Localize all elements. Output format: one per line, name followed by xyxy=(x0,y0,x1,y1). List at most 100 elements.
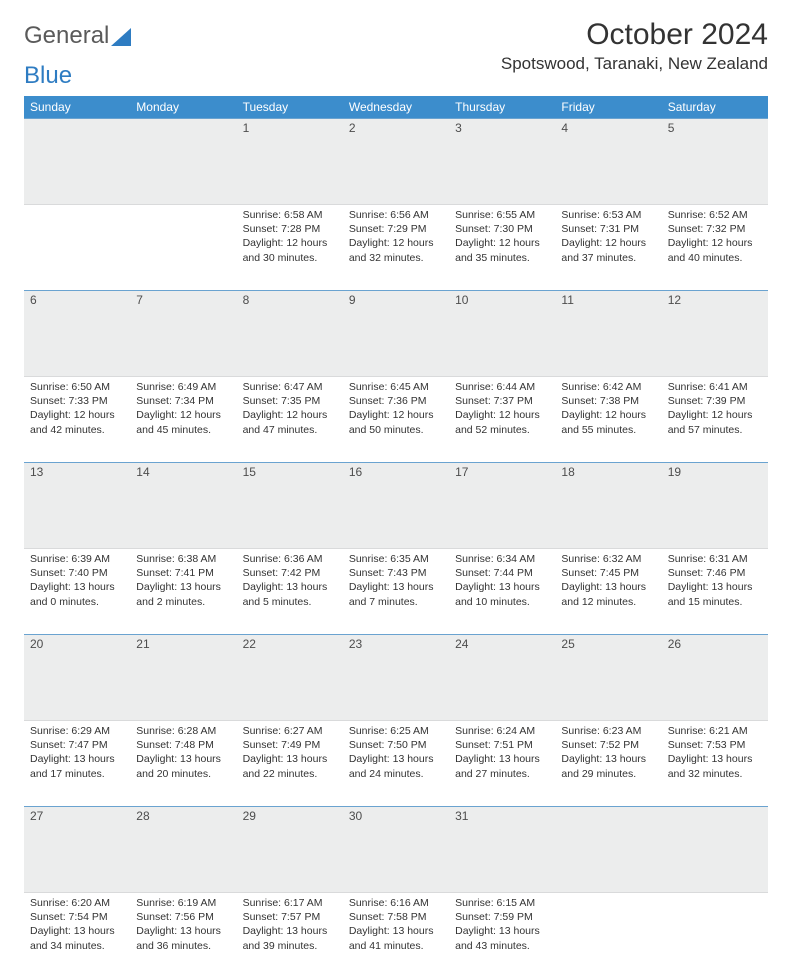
day-cell: Sunrise: 6:56 AMSunset: 7:29 PMDaylight:… xyxy=(343,205,449,291)
day-number: 9 xyxy=(343,291,449,309)
day-details xyxy=(130,205,236,208)
day-number-cell: 24 xyxy=(449,635,555,721)
day-details: Sunrise: 6:49 AMSunset: 7:34 PMDaylight:… xyxy=(130,377,236,437)
daynum-row: 12345 xyxy=(24,119,768,205)
day-details: Sunrise: 6:29 AMSunset: 7:47 PMDaylight:… xyxy=(24,721,130,781)
day-cell: Sunrise: 6:39 AMSunset: 7:40 PMDaylight:… xyxy=(24,549,130,635)
day-cell: Sunrise: 6:19 AMSunset: 7:56 PMDaylight:… xyxy=(130,893,236,979)
day-number xyxy=(662,807,768,825)
day-number: 14 xyxy=(130,463,236,481)
day-number-cell: 22 xyxy=(237,635,343,721)
day-cell: Sunrise: 6:55 AMSunset: 7:30 PMDaylight:… xyxy=(449,205,555,291)
day-number-cell: 19 xyxy=(662,463,768,549)
day-details: Sunrise: 6:31 AMSunset: 7:46 PMDaylight:… xyxy=(662,549,768,609)
day-details: Sunrise: 6:41 AMSunset: 7:39 PMDaylight:… xyxy=(662,377,768,437)
weekday-header: Sunday xyxy=(24,96,130,119)
day-details: Sunrise: 6:27 AMSunset: 7:49 PMDaylight:… xyxy=(237,721,343,781)
day-number: 3 xyxy=(449,119,555,137)
day-number-cell: 7 xyxy=(130,291,236,377)
day-number-cell: 16 xyxy=(343,463,449,549)
day-number-cell: 4 xyxy=(555,119,661,205)
day-cell xyxy=(662,893,768,979)
day-number: 16 xyxy=(343,463,449,481)
day-cell: Sunrise: 6:31 AMSunset: 7:46 PMDaylight:… xyxy=(662,549,768,635)
day-details: Sunrise: 6:23 AMSunset: 7:52 PMDaylight:… xyxy=(555,721,661,781)
day-cell: Sunrise: 6:36 AMSunset: 7:42 PMDaylight:… xyxy=(237,549,343,635)
day-details: Sunrise: 6:28 AMSunset: 7:48 PMDaylight:… xyxy=(130,721,236,781)
day-cell: Sunrise: 6:53 AMSunset: 7:31 PMDaylight:… xyxy=(555,205,661,291)
day-details: Sunrise: 6:34 AMSunset: 7:44 PMDaylight:… xyxy=(449,549,555,609)
day-number: 11 xyxy=(555,291,661,309)
day-cell: Sunrise: 6:15 AMSunset: 7:59 PMDaylight:… xyxy=(449,893,555,979)
day-details: Sunrise: 6:15 AMSunset: 7:59 PMDaylight:… xyxy=(449,893,555,953)
day-body-row: Sunrise: 6:50 AMSunset: 7:33 PMDaylight:… xyxy=(24,377,768,463)
day-cell: Sunrise: 6:58 AMSunset: 7:28 PMDaylight:… xyxy=(237,205,343,291)
daynum-row: 2728293031 xyxy=(24,807,768,893)
day-number: 12 xyxy=(662,291,768,309)
day-body-row: Sunrise: 6:39 AMSunset: 7:40 PMDaylight:… xyxy=(24,549,768,635)
weekday-header: Wednesday xyxy=(343,96,449,119)
day-cell: Sunrise: 6:17 AMSunset: 7:57 PMDaylight:… xyxy=(237,893,343,979)
day-number-cell: 6 xyxy=(24,291,130,377)
day-cell: Sunrise: 6:20 AMSunset: 7:54 PMDaylight:… xyxy=(24,893,130,979)
day-cell: Sunrise: 6:28 AMSunset: 7:48 PMDaylight:… xyxy=(130,721,236,807)
day-number-cell: 30 xyxy=(343,807,449,893)
day-cell: Sunrise: 6:52 AMSunset: 7:32 PMDaylight:… xyxy=(662,205,768,291)
day-cell: Sunrise: 6:50 AMSunset: 7:33 PMDaylight:… xyxy=(24,377,130,463)
day-cell: Sunrise: 6:34 AMSunset: 7:44 PMDaylight:… xyxy=(449,549,555,635)
day-number-cell: 31 xyxy=(449,807,555,893)
day-cell: Sunrise: 6:32 AMSunset: 7:45 PMDaylight:… xyxy=(555,549,661,635)
day-number-cell: 29 xyxy=(237,807,343,893)
day-cell: Sunrise: 6:25 AMSunset: 7:50 PMDaylight:… xyxy=(343,721,449,807)
day-number: 19 xyxy=(662,463,768,481)
page-title: October 2024 xyxy=(501,18,768,52)
day-cell: Sunrise: 6:24 AMSunset: 7:51 PMDaylight:… xyxy=(449,721,555,807)
day-number: 4 xyxy=(555,119,661,137)
day-number-cell: 13 xyxy=(24,463,130,549)
day-details: Sunrise: 6:19 AMSunset: 7:56 PMDaylight:… xyxy=(130,893,236,953)
day-details: Sunrise: 6:24 AMSunset: 7:51 PMDaylight:… xyxy=(449,721,555,781)
day-details: Sunrise: 6:42 AMSunset: 7:38 PMDaylight:… xyxy=(555,377,661,437)
weekday-header: Tuesday xyxy=(237,96,343,119)
day-number-cell: 1 xyxy=(237,119,343,205)
day-details xyxy=(555,893,661,896)
day-number: 18 xyxy=(555,463,661,481)
day-cell: Sunrise: 6:35 AMSunset: 7:43 PMDaylight:… xyxy=(343,549,449,635)
day-body-row: Sunrise: 6:20 AMSunset: 7:54 PMDaylight:… xyxy=(24,893,768,979)
day-details: Sunrise: 6:56 AMSunset: 7:29 PMDaylight:… xyxy=(343,205,449,265)
day-details: Sunrise: 6:47 AMSunset: 7:35 PMDaylight:… xyxy=(237,377,343,437)
day-details: Sunrise: 6:45 AMSunset: 7:36 PMDaylight:… xyxy=(343,377,449,437)
day-number: 31 xyxy=(449,807,555,825)
day-number: 15 xyxy=(237,463,343,481)
day-cell xyxy=(130,205,236,291)
day-details: Sunrise: 6:39 AMSunset: 7:40 PMDaylight:… xyxy=(24,549,130,609)
day-number-cell: 21 xyxy=(130,635,236,721)
day-number-cell: 11 xyxy=(555,291,661,377)
day-number-cell: 17 xyxy=(449,463,555,549)
day-details: Sunrise: 6:52 AMSunset: 7:32 PMDaylight:… xyxy=(662,205,768,265)
day-number-cell: 18 xyxy=(555,463,661,549)
day-number xyxy=(24,119,130,137)
day-number-cell: 5 xyxy=(662,119,768,205)
calendar-table: SundayMondayTuesdayWednesdayThursdayFrid… xyxy=(24,96,768,979)
day-number: 30 xyxy=(343,807,449,825)
day-number-cell: 20 xyxy=(24,635,130,721)
daynum-row: 20212223242526 xyxy=(24,635,768,721)
logo-text-a: General xyxy=(24,22,109,50)
day-number: 29 xyxy=(237,807,343,825)
day-number-cell xyxy=(24,119,130,205)
day-number-cell: 25 xyxy=(555,635,661,721)
day-details: Sunrise: 6:35 AMSunset: 7:43 PMDaylight:… xyxy=(343,549,449,609)
day-cell: Sunrise: 6:16 AMSunset: 7:58 PMDaylight:… xyxy=(343,893,449,979)
logo-sail-icon xyxy=(111,28,133,48)
weekday-header-row: SundayMondayTuesdayWednesdayThursdayFrid… xyxy=(24,96,768,119)
day-details: Sunrise: 6:36 AMSunset: 7:42 PMDaylight:… xyxy=(237,549,343,609)
day-details: Sunrise: 6:16 AMSunset: 7:58 PMDaylight:… xyxy=(343,893,449,953)
day-number: 27 xyxy=(24,807,130,825)
day-number-cell: 3 xyxy=(449,119,555,205)
day-details: Sunrise: 6:20 AMSunset: 7:54 PMDaylight:… xyxy=(24,893,130,953)
weekday-header: Monday xyxy=(130,96,236,119)
day-details xyxy=(662,893,768,896)
weekday-header: Friday xyxy=(555,96,661,119)
day-number: 7 xyxy=(130,291,236,309)
